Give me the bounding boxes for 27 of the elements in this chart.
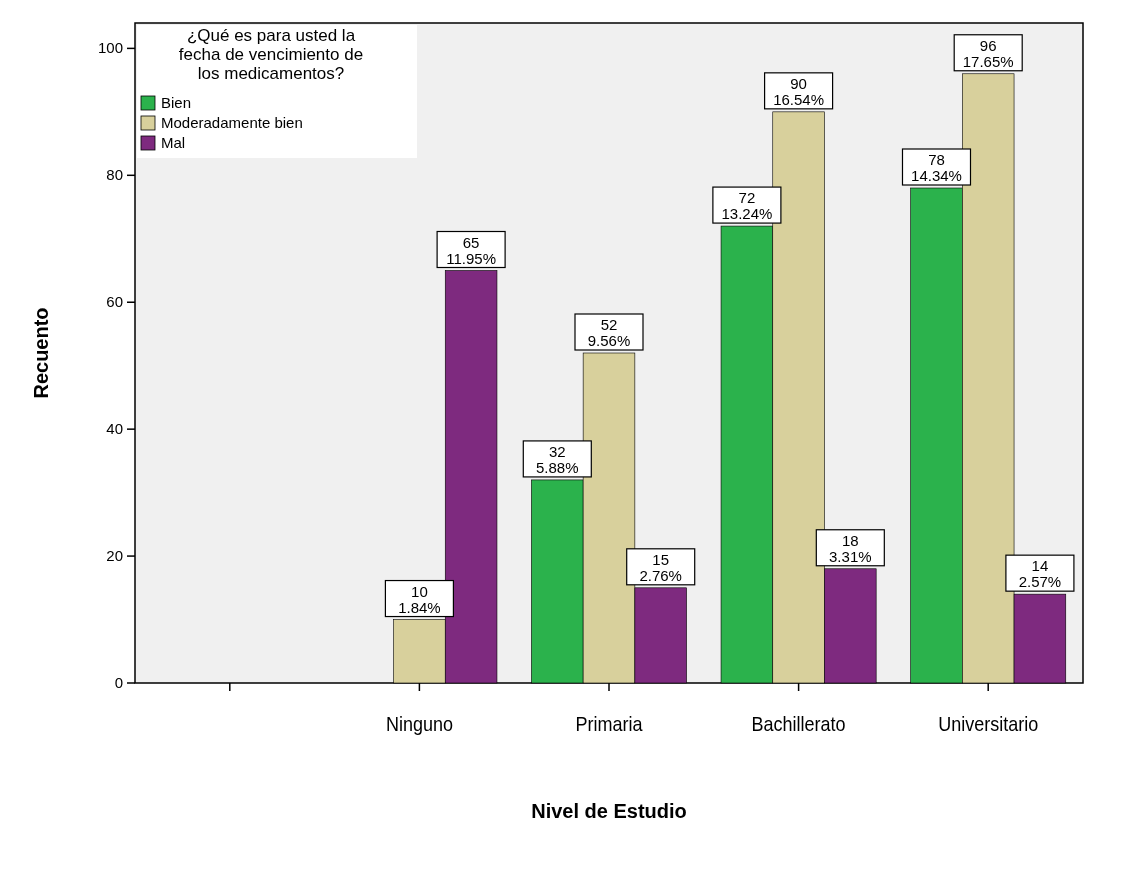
x-tick-label: Bachillerato — [751, 713, 846, 736]
data-label: 90 16.54% — [773, 74, 825, 108]
y-tick-label: 40 — [106, 420, 123, 438]
x-axis-title: Nivel de Estudio — [531, 800, 687, 822]
y-tick-label: 80 — [106, 166, 123, 184]
x-tick-label: Primaria — [575, 713, 643, 736]
data-label: 15 2.76% — [639, 550, 682, 584]
data-label: 18 3.31% — [829, 531, 872, 565]
data-label: 32 5.88% — [536, 442, 579, 476]
y-tick-label: 100 — [97, 39, 123, 57]
data-label: 52 9.56% — [587, 316, 631, 349]
x-tick-label: Universitario — [938, 713, 1039, 736]
data-label: 96 17.65% — [962, 36, 1014, 70]
legend-label: Moderadamente bien — [161, 114, 303, 131]
y-axis-title: Recuento — [30, 307, 52, 399]
legend-title: ¿Qué es para usted la fecha de vencimiento de los medicamentos? — [178, 26, 364, 83]
data-label: 72 13.24% — [721, 189, 773, 223]
legend-label: Mal — [161, 134, 186, 151]
data-label: 10 1.84% — [398, 582, 441, 616]
data-label: 78 14.34% — [911, 151, 962, 184]
y-tick-label: 0 — [114, 674, 123, 691]
legend-label: Bien — [161, 94, 192, 111]
y-tick-label: 60 — [106, 293, 123, 311]
data-label: 14 2.57% — [1018, 557, 1062, 591]
y-tick-label: 20 — [106, 547, 123, 565]
x-tick-label: Ninguno — [385, 713, 453, 736]
data-label: 65 11.95% — [446, 233, 496, 267]
